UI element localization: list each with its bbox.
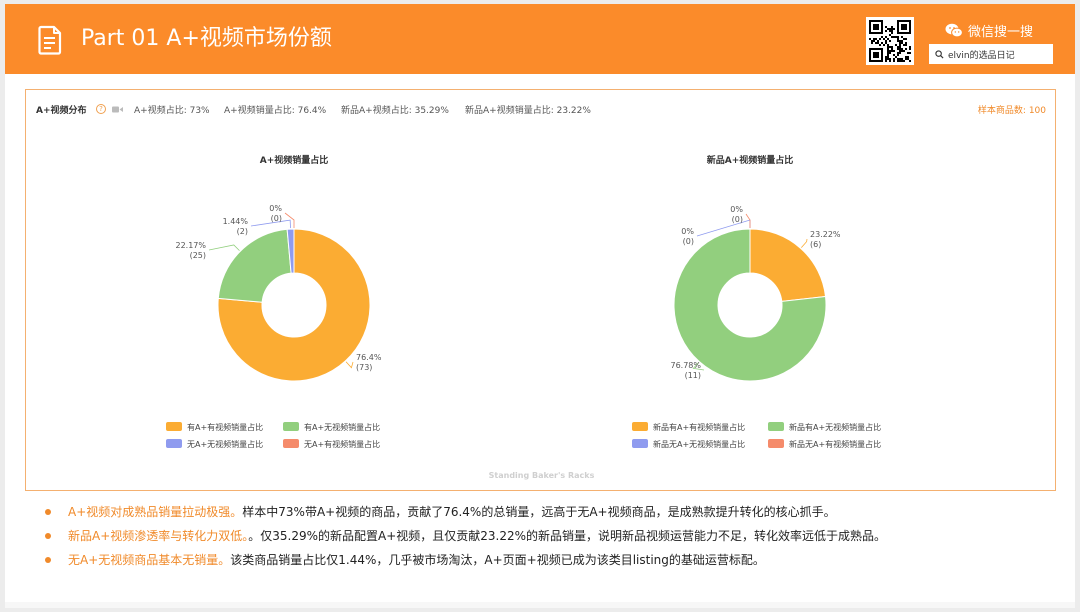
footer-strip	[5, 602, 1075, 608]
search-value: elvin的选品日记	[948, 50, 1015, 61]
insight-item: 无A+无视频商品基本无销量。该类商品销量占比仅1.44%，几乎被市场淘汰，A+页…	[45, 550, 1055, 574]
slice-count-label: (73)	[356, 363, 372, 372]
legend-item[interactable]: 新品有A+无视频销量占比	[768, 422, 881, 432]
leader-line	[250, 219, 291, 229]
legend-swatch	[166, 439, 182, 448]
slice-percent-label: 76.78%	[670, 361, 701, 370]
legend-swatch	[283, 422, 299, 431]
legend-item[interactable]: 新品无A+无视频销量占比	[632, 439, 745, 449]
legend-swatch	[632, 422, 648, 431]
slice-count-label: (2)	[237, 227, 248, 236]
legend-swatch	[768, 439, 784, 448]
legend-swatch	[283, 439, 299, 448]
legend-item[interactable]: 无A+有视频销量占比	[283, 439, 380, 449]
slice-percent-label: 23.22%	[810, 230, 841, 239]
chart-panel: A+视频分布 ? A+视频占比: 73% A+视频销量占比: 76.4% 新品A…	[25, 89, 1056, 491]
header-bar: Part 01 A+视频市场份额 微信搜一搜 elvin的选品日记	[5, 4, 1075, 74]
pie-slice[interactable]	[749, 228, 827, 302]
wechat-icon	[945, 23, 963, 37]
legend-label: 有A+有视频销量占比	[187, 422, 263, 432]
search-icon	[935, 49, 944, 59]
pie-slice[interactable]	[673, 228, 827, 382]
slice-percent-label: 0%	[730, 205, 743, 214]
sample-count: 样本商品数: 100	[977, 106, 1046, 116]
legend-item[interactable]: 有A+无视频销量占比	[283, 422, 380, 432]
insight-item: 新品A+视频渗透率与转化力双低。。仅35.29%的新品配置A+视频，且仅贡献23…	[45, 526, 1055, 550]
legend-label: 新品无A+有视频销量占比	[789, 439, 881, 449]
pie-slice[interactable]	[217, 228, 371, 382]
stat-video-share: A+视频占比: 73%	[134, 106, 210, 116]
bullet-dot	[45, 557, 51, 563]
leader-line	[801, 238, 808, 248]
legend-item[interactable]: 有A+有视频销量占比	[166, 422, 263, 432]
insight-text: 样本中73%带A+视频的商品，贡献了76.4%的总销量，远高于无A+视频商品，是…	[242, 505, 836, 519]
pie-chart-2: 新品A+视频销量占比23.22%(6)76.78%(11)0%(0)0%(0)新…	[632, 154, 881, 449]
bullet-dot	[45, 509, 51, 515]
slice-count-label: (25)	[190, 251, 206, 260]
pie-slice[interactable]	[286, 228, 295, 274]
slice-percent-label: 22.17%	[175, 241, 206, 250]
legend-swatch	[166, 422, 182, 431]
bullet-dot	[45, 533, 51, 539]
charts-area: A+视频销量占比76.4%(73)22.17%(25)1.44%(2)0%(0)…	[166, 154, 881, 449]
legend-label: 新品有A+无视频销量占比	[789, 422, 881, 432]
qr-code-icon[interactable]	[866, 17, 914, 65]
panel-title: A+视频分布	[36, 106, 87, 116]
slice-count-label: (11)	[685, 371, 701, 380]
legend-label: 无A+有视频销量占比	[304, 439, 380, 449]
search-input[interactable]: elvin的选品日记	[929, 44, 1053, 64]
document-icon	[38, 25, 62, 55]
slice-percent-label: 0%	[681, 227, 694, 236]
panel-topbar: A+视频分布 ? A+视频占比: 73% A+视频销量占比: 76.4% 新品A…	[36, 103, 1046, 119]
legend-item[interactable]: 新品无A+有视频销量占比	[768, 439, 881, 449]
insight-text: 该类商品销量占比仅1.44%，几乎被市场淘汰，A+页面+视频已成为该类目list…	[230, 553, 765, 567]
stat-new-video-sales-share: 新品A+视频销量占比: 23.22%	[465, 106, 591, 116]
slice-percent-label: 1.44%	[223, 217, 249, 226]
legend-label: 无A+无视频销量占比	[187, 439, 263, 449]
leader-line	[745, 213, 751, 228]
pie-chart-1: A+视频销量占比 76.4%(73) 22.17%(25) 1.44%(2) 0%(0)…	[166, 154, 382, 449]
insight-item: A+视频对成熟品销量拉动极强。样本中73%带A+视频的商品，贡献了76.4%的总…	[45, 502, 1055, 526]
insight-highlight: 新品A+视频渗透率与转化力双低。	[68, 529, 249, 543]
pie-slice[interactable]	[217, 228, 292, 303]
legend-label: 新品无A+无视频销量占比	[653, 439, 745, 449]
wechat-label: 微信搜一搜	[968, 24, 1034, 40]
slice-count-label: (6)	[810, 240, 821, 249]
chart-title: 新品A+视频销量占比	[707, 154, 794, 166]
legend-label: 新品有A+有视频销量占比	[653, 422, 745, 432]
help-icon[interactable]: ?	[96, 104, 106, 114]
slide: Part 01 A+视频市场份额 微信搜一搜 elvin的选品日记	[5, 4, 1075, 608]
slice-count-label: (0)	[683, 237, 694, 246]
page-title: Part 01 A+视频市场份额	[81, 26, 332, 51]
wechat-search-label: 微信搜一搜	[945, 20, 1033, 40]
insight-highlight: A+视频对成熟品销量拉动极强。	[68, 505, 243, 519]
insight-highlight: 无A+无视频商品基本无销量。	[68, 553, 231, 567]
video-icon	[112, 106, 123, 113]
legend-label: 有A+无视频销量占比	[304, 422, 380, 432]
legend-item[interactable]: 新品有A+有视频销量占比	[632, 422, 745, 432]
leader-line	[284, 212, 295, 228]
watermark: Standing Baker's Racks	[488, 471, 595, 480]
legend-item[interactable]: 无A+无视频销量占比	[166, 439, 263, 449]
stat-video-sales-share: A+视频销量占比: 76.4%	[224, 106, 327, 116]
stat-new-video-share: 新品A+视频占比: 35.29%	[341, 106, 449, 116]
chart-title: A+视频销量占比	[260, 154, 329, 166]
leader-line	[345, 361, 354, 369]
legend-swatch	[632, 439, 648, 448]
slice-count-label: (0)	[271, 214, 282, 223]
leader-line	[208, 244, 240, 251]
slice-percent-label: 76.4%	[356, 353, 382, 362]
slice-count-label: (0)	[732, 215, 743, 224]
slice-percent-label: 0%	[269, 204, 282, 213]
leader-line	[692, 362, 705, 371]
legend-swatch	[768, 422, 784, 431]
insights-list: A+视频对成熟品销量拉动极强。样本中73%带A+视频的商品，贡献了76.4%的总…	[45, 502, 1055, 574]
insight-text: 。仅35.29%的新品配置A+视频，且仅贡献23.22%的新品销量，说明新品视频…	[248, 529, 887, 543]
